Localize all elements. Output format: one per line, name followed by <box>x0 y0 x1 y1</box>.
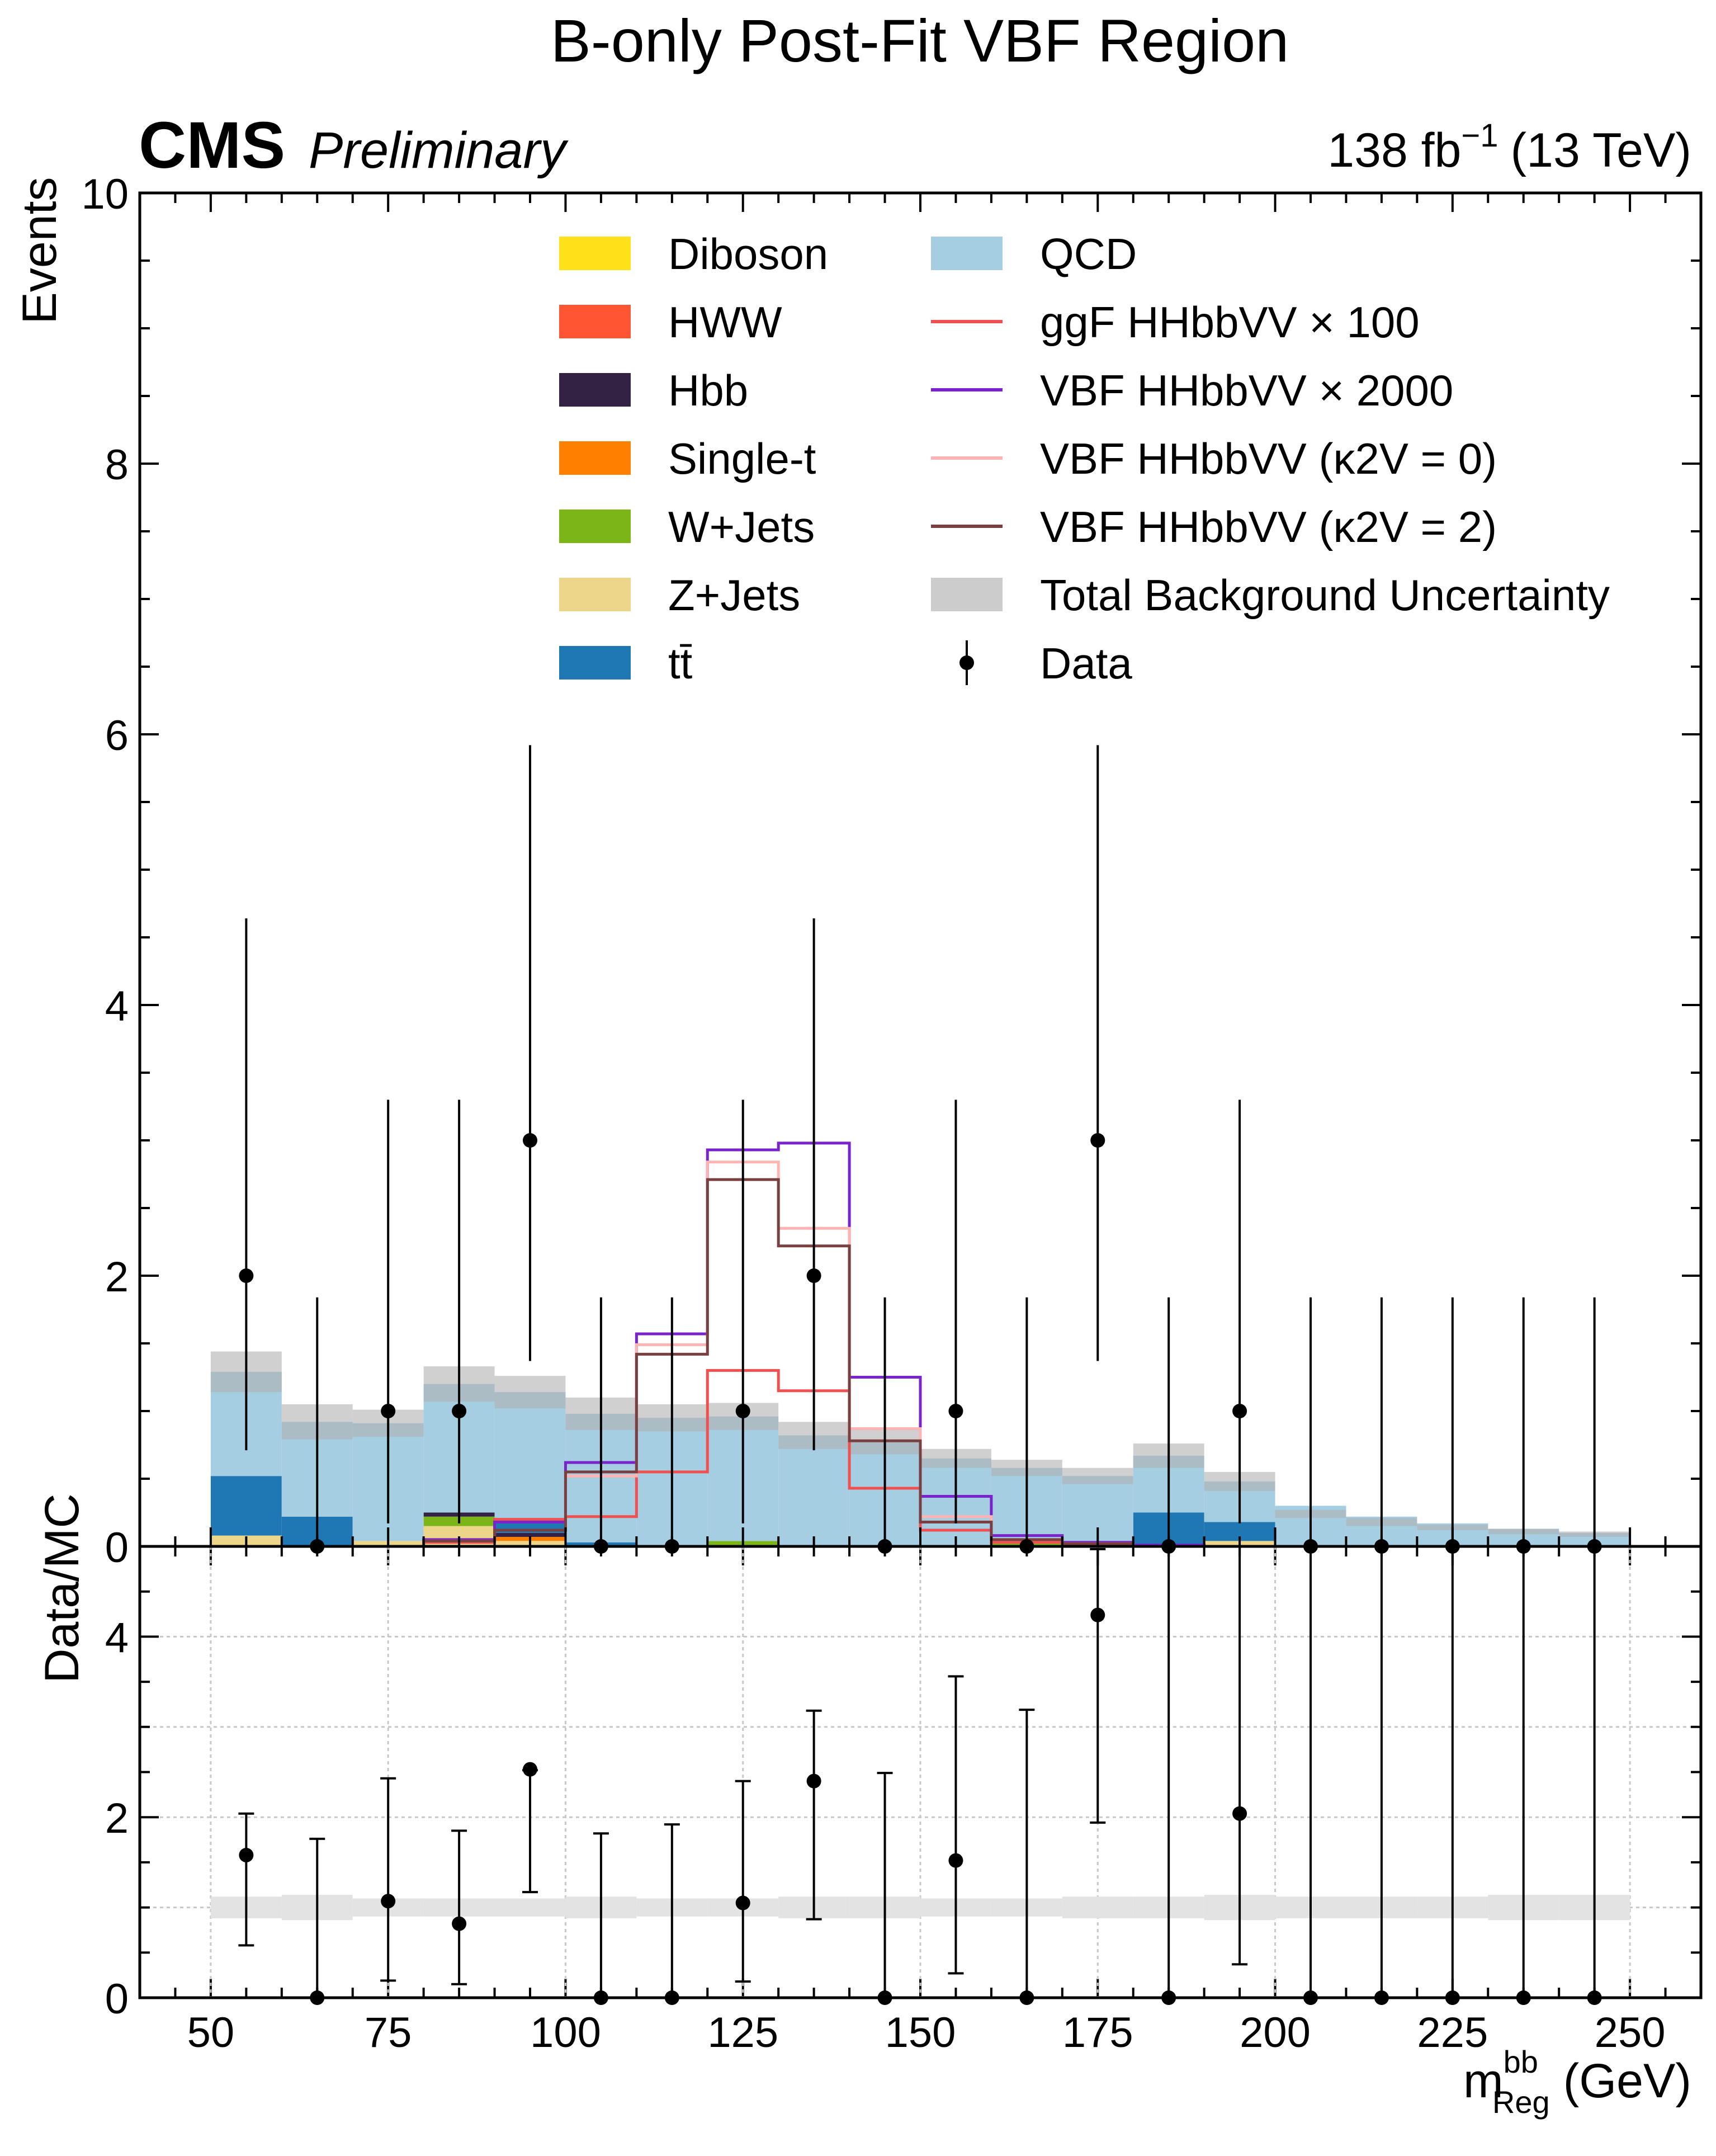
legend-label-2: Hbb <box>668 366 748 415</box>
legend: Diboson HWW Hbb Single-t W+Jets Z+Jets tt̄ QCD g… <box>559 229 1610 688</box>
legend-r-swatch-0 <box>931 237 1003 270</box>
data-point-3 <box>452 1404 467 1418</box>
histogram-stack <box>210 745 1630 1554</box>
legend-swatch-6 <box>559 646 631 680</box>
xtick-label-3: 125 <box>707 2009 778 2056</box>
legend-swatch-2 <box>559 373 631 407</box>
ratio-point-8 <box>806 1773 821 1789</box>
legend-r-label-2: VBF HHbbVV × 2000 <box>1040 366 1453 415</box>
xtick-label-2: 100 <box>530 2009 601 2056</box>
legend-r-label-6: Data <box>1040 639 1132 688</box>
ratio-panel: 50 75 100 125 150 175 200 225 250 0 2 4 <box>105 1545 1703 2056</box>
xtick-label-4: 150 <box>885 2009 956 2056</box>
lumi-label: 138 fb−1 (13 TeV) <box>1327 117 1691 177</box>
legend-label-6: tt̄ <box>668 639 693 688</box>
legend-label-4: W+Jets <box>668 502 815 551</box>
legend-swatch-4 <box>559 509 631 543</box>
data-point-10 <box>948 1404 963 1418</box>
ratio-content <box>210 1546 1630 2005</box>
main-ytick-label-2: 4 <box>105 983 129 1030</box>
ratio-point-12 <box>1090 1607 1105 1622</box>
ratio-ytick-label-0: 0 <box>105 1975 129 2023</box>
main-ytick-label-4: 8 <box>105 441 129 489</box>
legend-r-label-3: VBF HHbbVV (κ2V = 0) <box>1040 434 1497 483</box>
xtick-label-8: 250 <box>1595 2009 1666 2056</box>
ratio-point-14 <box>1232 1806 1247 1821</box>
ratio-unc-4 <box>494 1898 566 1917</box>
ratio-grid <box>140 1546 1701 1998</box>
bkg-unc-12 <box>1062 1468 1133 1484</box>
legend-swatch-3 <box>559 441 631 475</box>
xtick-label-0: 50 <box>187 2009 235 2056</box>
experiment-label: CMS <box>139 108 285 182</box>
legend-r-label-1: ggF HHbbVV × 100 <box>1040 298 1420 347</box>
ratio-point-3 <box>452 1916 467 1931</box>
data-point-7 <box>735 1404 750 1418</box>
data-point-14 <box>1232 1404 1247 1418</box>
legend-label-1: HWW <box>668 298 782 347</box>
bkg-bar-6-0 <box>210 1476 282 1536</box>
data-point-0 <box>239 1268 254 1283</box>
main-ytick-label-0: 0 <box>105 1524 129 1572</box>
lumi-exponent: −1 <box>1461 117 1498 154</box>
x-axis-sub: Reg <box>1492 2084 1550 2120</box>
x-axis-var: m <box>1463 2054 1504 2108</box>
legend-label-5: Z+Jets <box>668 570 800 620</box>
main-ytick-label-3: 6 <box>105 712 129 759</box>
legend-swatch-5 <box>559 578 631 611</box>
bkg-bar-3-4 <box>494 1532 566 1537</box>
main-frame <box>138 191 1703 1548</box>
bkg-unc-4 <box>494 1376 566 1409</box>
x-axis-title: mbb Reg (GeV) <box>1463 2044 1691 2120</box>
xtick-label-6: 200 <box>1240 2009 1311 2056</box>
ratio-point-2 <box>381 1894 396 1909</box>
legend-label-0: Diboson <box>668 229 828 279</box>
y-axis-title: Events <box>13 177 67 324</box>
data-point-2 <box>381 1404 396 1418</box>
legend-swatch-1 <box>559 305 631 338</box>
ratio-axes: 50 75 100 125 150 175 200 225 250 0 2 4 <box>105 1545 1703 2056</box>
ratio-point-0 <box>239 1847 254 1862</box>
legend-label-3: Single-t <box>668 434 816 483</box>
xtick-label-1: 75 <box>365 2009 412 2056</box>
data-point-12 <box>1090 1133 1105 1148</box>
ratio-unc-12 <box>1062 1896 1133 1918</box>
x-axis-unit: (GeV) <box>1563 2054 1691 2108</box>
data-point-4 <box>523 1133 537 1148</box>
legend-r-label-5: Total Background Uncertainty <box>1040 570 1610 620</box>
bkg-bar-7-8 <box>778 1435 850 1546</box>
main-ytick-label-1: 2 <box>105 1253 129 1301</box>
ratio-ytick-label-1: 2 <box>105 1795 129 1842</box>
ratio-point-10 <box>948 1853 963 1868</box>
xtick-label-7: 225 <box>1417 2009 1488 2056</box>
legend-swatch-0 <box>559 237 631 270</box>
main-ytick-label-5: 10 <box>81 171 129 218</box>
ratio-y-axis-title: Data/MC <box>35 1493 89 1683</box>
ratio-point-4 <box>523 1762 537 1777</box>
chart-title: B-only Post-Fit VBF Region <box>551 7 1289 74</box>
bkg-bar-7-4 <box>494 1392 566 1520</box>
legend-r-marker-6 <box>959 655 974 670</box>
ratio-ytick-label-2: 4 <box>105 1614 129 1662</box>
x-axis-sup: bb <box>1504 2044 1538 2079</box>
energy-value: (13 TeV) <box>1511 124 1691 177</box>
ratio-point-7 <box>735 1895 750 1910</box>
xtick-label-5: 175 <box>1062 2009 1133 2056</box>
status-label: Preliminary <box>309 122 569 179</box>
legend-r-label-4: VBF HHbbVV (κ2V = 2) <box>1040 502 1497 551</box>
legend-r-label-0: QCD <box>1040 229 1137 279</box>
lumi-value: 138 fb <box>1327 124 1461 177</box>
legend-r-swatch-5 <box>931 578 1003 611</box>
data-point-8 <box>806 1268 821 1283</box>
